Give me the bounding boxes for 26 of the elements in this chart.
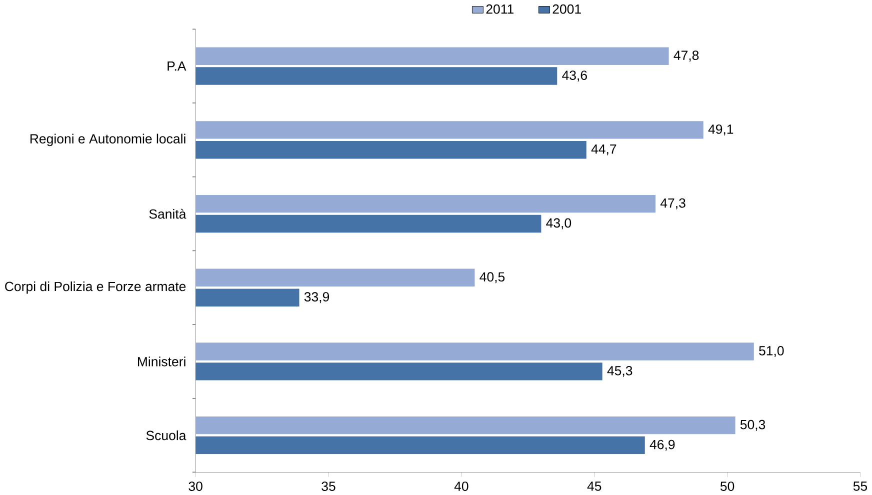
y-tick-label: Scuola xyxy=(146,430,186,440)
data-label: 33,9 xyxy=(304,292,330,303)
y-tick-label: Ministeri xyxy=(138,356,186,366)
x-tick-label: 45 xyxy=(587,481,602,491)
y-tick-label: Sanità xyxy=(149,208,186,219)
data-label: 40,5 xyxy=(480,272,505,283)
data-label: 46,9 xyxy=(650,440,675,451)
x-tick-label: 55 xyxy=(853,481,868,491)
x-tick-label: 40 xyxy=(454,481,468,491)
data-label: 51,0 xyxy=(759,346,784,357)
data-label: 43,0 xyxy=(546,218,572,230)
data-label: 47,3 xyxy=(660,198,686,210)
y-tick-label: Regioni e Autonomie locali xyxy=(30,134,186,146)
x-tick-label: 50 xyxy=(720,481,734,491)
y-tick-label: Corpi di Polizia e Forze armate xyxy=(5,281,186,294)
data-label: 47,8 xyxy=(674,50,699,62)
y-tick-label: P.A xyxy=(168,61,186,70)
x-tick-label: 30 xyxy=(188,481,202,491)
legend-label: 2001 xyxy=(552,4,581,14)
data-label: 50,3 xyxy=(740,420,766,431)
data-label: 49,1 xyxy=(708,124,734,136)
data-label: 43,6 xyxy=(562,70,587,82)
data-label: 45,3 xyxy=(607,366,632,377)
x-tick-label: 35 xyxy=(322,481,336,491)
data-label: 44,7 xyxy=(591,144,616,156)
legend-label: 2011 xyxy=(486,4,514,14)
